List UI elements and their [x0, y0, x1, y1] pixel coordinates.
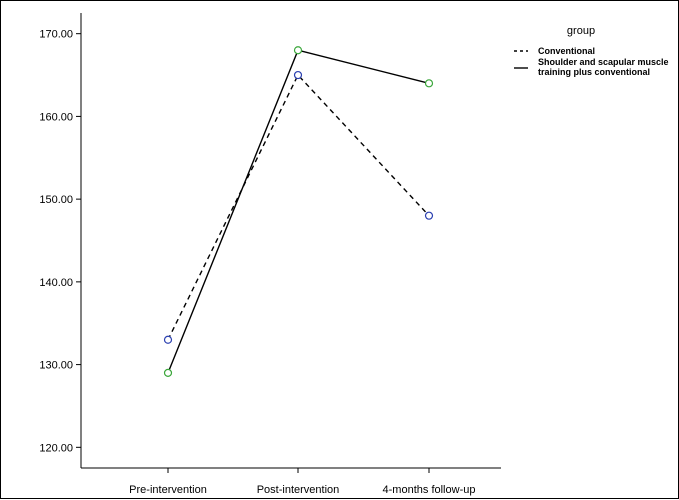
legend-label-conventional: Conventional: [538, 46, 595, 56]
data-point-marker: [293, 46, 303, 55]
data-point-marker: [163, 335, 173, 344]
x-axis-ticks: Pre-intervention Post-intervention 4-month…: [129, 468, 475, 496]
legend-label-shoulder-training-line-2: training plus conventional: [538, 67, 650, 77]
series-lines: [167, 49, 430, 374]
series-line-0: [167, 73, 430, 341]
data-point-marker: [163, 368, 173, 377]
y-tick-label: 170.00: [39, 29, 73, 41]
data-markers: [163, 46, 434, 377]
y-tick-label: 140.00: [39, 277, 73, 289]
y-tick-label: 130.00: [39, 360, 73, 372]
x-tick-label: 4-months follow-up: [383, 484, 476, 496]
x-tick-label: Post-intervention: [257, 484, 340, 496]
data-point-marker: [424, 79, 434, 88]
data-point-marker: [293, 70, 303, 80]
y-tick-label: 120.00: [39, 442, 73, 454]
y-tick-label: 160.00: [39, 111, 73, 123]
legend-title: group: [567, 25, 595, 37]
series-line-1: [167, 49, 430, 374]
data-point-marker: [424, 211, 434, 220]
legend: group Conventional Shoulder and scapular…: [514, 25, 669, 77]
y-axis-ticks: 120.00 130.00 140.00 150.00 160.00 170.00: [39, 29, 81, 454]
x-tick-label: Pre-intervention: [129, 484, 207, 496]
legend-label-shoulder-training-line-1: Shoulder and scapular muscle: [538, 57, 669, 67]
y-tick-label: 150.00: [39, 194, 73, 206]
